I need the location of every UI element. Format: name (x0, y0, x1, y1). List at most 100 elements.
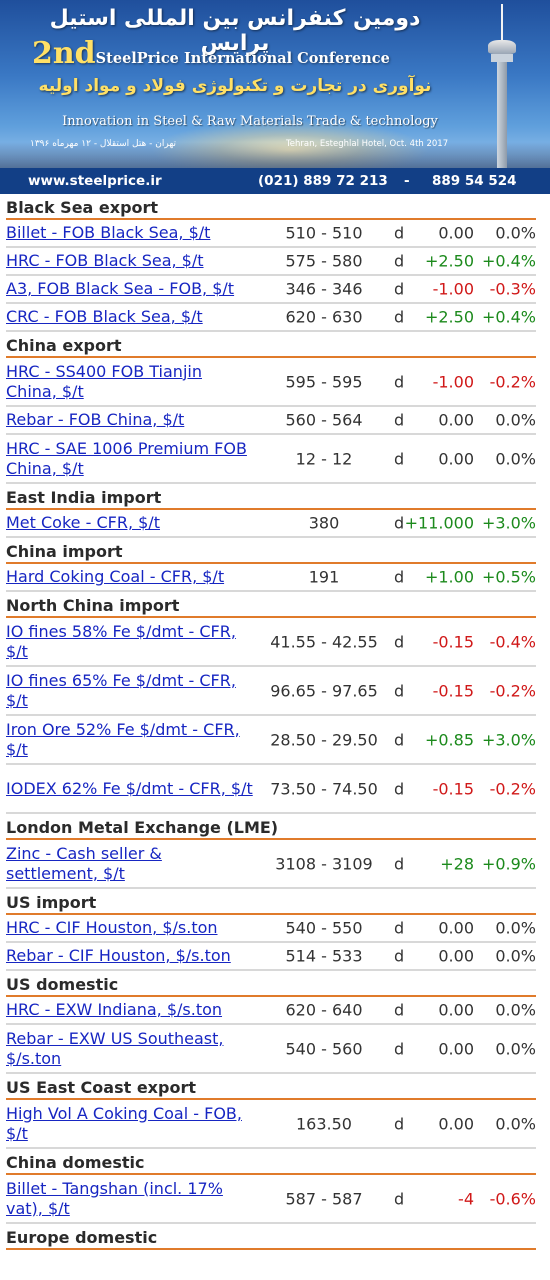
product-link[interactable]: HRC - SS400 FOB Tianjin China, $/t (6, 361, 202, 401)
period-indicator: d (394, 1039, 405, 1058)
website-link[interactable]: www.steelprice.ir (28, 173, 162, 189)
period-indicator: d (394, 681, 405, 700)
table-row: HRC - CIF Houston, $/s.ton 540 - 550 d 0.00… (6, 915, 536, 943)
price-range: 620 - 640 (285, 1000, 363, 1020)
period-indicator: d (394, 307, 405, 327)
period-indicator: d (394, 251, 405, 271)
banner-persian-title: دومین کنفرانس بین المللی استیل پرایس (49, 6, 421, 56)
phone-number-1: (021) 889 72 213 (258, 173, 388, 189)
product-link[interactable]: HRC - SAE 1006 Premium FOB China, $/t (6, 438, 247, 478)
product-link[interactable]: Rebar - FOB China, $/t (6, 410, 185, 429)
section-title: China import (6, 538, 536, 564)
period-indicator: d (394, 779, 405, 798)
banner-english-subtitle: Innovation in Steel & Raw Materials Trad… (62, 114, 438, 129)
price-range: 191 (308, 567, 340, 587)
table-row: IODEX 62% Fe $/dmt - CFR, $/t 73.50 - 74.… (6, 765, 536, 814)
product-link[interactable]: Rebar - EXW US Southeast, $/s.ton (6, 1028, 224, 1068)
price-range: 380 (308, 513, 340, 533)
price-change: -0.15 (432, 681, 474, 700)
period-indicator: d (394, 223, 405, 243)
price-range: 3108 - 3109 (275, 854, 373, 873)
banner-venue-persian: تهران - هتل استقلال - ۱۲ مهرماه ۱۳۹۶ (30, 139, 176, 149)
product-link[interactable]: Zinc - Cash seller & settlement, $/t (6, 843, 162, 883)
product-link[interactable]: HRC - CIF Houston, $/s.ton (6, 918, 218, 937)
percent-change: 0.0% (495, 449, 536, 468)
percent-change: 0.0% (495, 410, 536, 430)
price-range: 595 - 595 (285, 372, 363, 391)
percent-change: +0.9% (481, 854, 536, 873)
product-link[interactable]: CRC - FOB Black Sea, $/t (6, 307, 203, 326)
banner-venue-english: Tehran, Esteghlal Hotel, Oct. 4th 2017 (286, 139, 449, 149)
percent-change: 0.0% (495, 1114, 536, 1133)
period-indicator: d (394, 946, 405, 966)
product-link[interactable]: HRC - EXW Indiana, $/s.ton (6, 1000, 223, 1019)
section-title: US domestic (6, 971, 536, 997)
table-row: HRC - EXW Indiana, $/s.ton 620 - 640 d 0.00… (6, 997, 536, 1025)
product-link[interactable]: Met Coke - CFR, $/t (6, 513, 160, 532)
milad-tower-icon (482, 4, 522, 168)
price-change: +2.50 (424, 251, 474, 271)
percent-change: -0.3% (489, 279, 536, 299)
table-row: HRC - SAE 1006 Premium FOB China, $/t 12 … (6, 435, 536, 484)
percent-change: +0.4% (481, 307, 536, 327)
period-indicator: d (394, 513, 405, 533)
phone-separator: - (404, 173, 410, 189)
table-row: Zinc - Cash seller & settlement, $/t 3108… (6, 840, 536, 889)
price-change: +2.50 (424, 307, 474, 327)
product-link[interactable]: Billet - Tangshan (incl. 17% vat), $/t (6, 1178, 223, 1218)
percent-change: 0.0% (495, 1000, 536, 1020)
period-indicator: d (394, 1189, 405, 1208)
price-range: 41.55 - 42.55 (270, 632, 378, 651)
price-change: +0.85 (424, 730, 474, 749)
product-link[interactable]: IO fines 65% Fe $/dmt - CFR, $/t (6, 670, 236, 710)
section-title: China domestic (6, 1149, 536, 1175)
product-link[interactable]: A3, FOB Black Sea - FOB, $/t (6, 279, 235, 298)
conference-banner[interactable]: دومین کنفرانس بین المللی استیل پرایس 2nd… (0, 0, 550, 168)
price-change: 0.00 (438, 223, 474, 243)
percent-change: +0.5% (481, 567, 536, 587)
price-change: -0.15 (432, 632, 474, 651)
table-row: Rebar - EXW US Southeast, $/s.ton 540 - 5… (6, 1025, 536, 1074)
product-link[interactable]: HRC - FOB Black Sea, $/t (6, 251, 204, 270)
product-link[interactable]: Iron Ore 52% Fe $/dmt - CFR, $/t (6, 719, 240, 759)
price-change: +11.000 (404, 513, 474, 533)
price-change: 0.00 (438, 1039, 474, 1058)
section-title: Europe domestic (6, 1224, 536, 1250)
period-indicator: d (394, 1114, 405, 1133)
price-table: Black Sea export Billet - FOB Black Sea, … (0, 194, 550, 1250)
table-row: Iron Ore 52% Fe $/dmt - CFR, $/t 28.50 - … (6, 716, 536, 765)
percent-change: 0.0% (495, 1039, 536, 1058)
product-link[interactable]: High Vol A Coking Coal - FOB, $/t (6, 1103, 242, 1143)
section-title: US import (6, 889, 536, 915)
price-range: 620 - 630 (285, 307, 363, 327)
product-link[interactable]: Hard Coking Coal - CFR, $/t (6, 567, 225, 586)
percent-change: -0.2% (489, 372, 536, 391)
period-indicator: d (394, 730, 405, 749)
table-row: Billet - FOB Black Sea, $/t 510 - 510 d 0.0… (6, 220, 536, 248)
table-row: Rebar - CIF Houston, $/s.ton 514 - 533 d 0.… (6, 943, 536, 971)
section-title: Black Sea export (6, 194, 536, 220)
product-link[interactable]: Rebar - CIF Houston, $/s.ton (6, 946, 231, 965)
price-range: 163.50 (296, 1114, 352, 1133)
price-range: 540 - 560 (285, 1039, 363, 1058)
percent-change: -0.2% (489, 681, 536, 700)
price-change: 0.00 (438, 946, 474, 966)
percent-change: -0.6% (489, 1189, 536, 1208)
product-link[interactable]: IO fines 58% Fe $/dmt - CFR, $/t (6, 621, 236, 661)
product-link[interactable]: Billet - FOB Black Sea, $/t (6, 223, 211, 242)
table-row: CRC - FOB Black Sea, $/t 620 - 630 d +2.50 +… (6, 304, 536, 332)
price-change: 0.00 (438, 1000, 474, 1020)
price-change: +28 (440, 854, 474, 873)
percent-change: -0.2% (489, 779, 536, 798)
period-indicator: d (394, 410, 405, 430)
price-change: -1.00 (432, 279, 474, 299)
table-row: HRC - FOB Black Sea, $/t 575 - 580 d +2.50 +… (6, 248, 536, 276)
price-range: 575 - 580 (285, 251, 363, 271)
city-skyline (0, 142, 550, 168)
product-link[interactable]: IODEX 62% Fe $/dmt - CFR, $/t (6, 778, 253, 798)
section-title: London Metal Exchange (LME) (6, 814, 536, 840)
section-title: North China import (6, 592, 536, 618)
section-title: East India import (6, 484, 536, 510)
table-row: IO fines 58% Fe $/dmt - CFR, $/t 41.55 - … (6, 618, 536, 667)
banner-conference-name: SteelPrice International Conference (95, 50, 390, 67)
